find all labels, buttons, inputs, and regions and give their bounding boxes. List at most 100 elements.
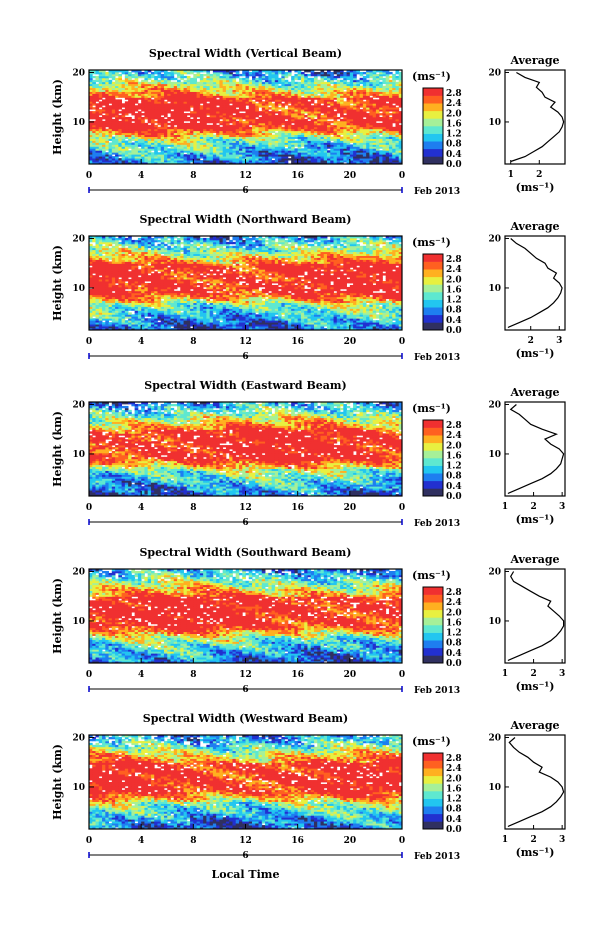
colorbar: 2.82.42.01.61.20.80.40.0 [422, 752, 462, 835]
x-tick-label: 12 [239, 337, 252, 347]
date-label: Feb 2013 [414, 852, 460, 862]
profile-y-tick-label: 20 [488, 234, 501, 244]
colorbar-tick-label: 2.0 [446, 109, 462, 119]
profile-title: Average [509, 553, 559, 566]
colorbar-swatch [423, 95, 443, 104]
colorbar-unit: (ms⁻¹) [412, 236, 451, 249]
colorbar-swatch [423, 640, 443, 649]
colorbar-swatch [423, 156, 443, 165]
colorbar-swatch [423, 299, 443, 308]
x-tick-label: 8 [190, 503, 196, 513]
colorbar-swatch [423, 269, 443, 278]
x-tick-label: 8 [190, 171, 196, 181]
colorbar-swatch [423, 768, 443, 777]
profile-y-tick-label: 10 [488, 783, 501, 793]
day-label: 6 [242, 352, 248, 362]
y-axis-label: Height (km) [51, 411, 64, 487]
colorbar-tick-label: 2.8 [446, 588, 462, 598]
colorbar-tick-label: 2.8 [446, 89, 462, 99]
colorbar-swatch [423, 118, 443, 127]
colorbar-unit: (ms⁻¹) [412, 569, 451, 582]
colorbar-tick-label: 1.2 [446, 296, 462, 306]
colorbar-swatch [423, 322, 443, 331]
x-tick-label: 0 [399, 836, 405, 846]
x-tick-label: 12 [239, 503, 252, 513]
y-tick-label: 20 [72, 68, 85, 78]
colorbar-swatch [423, 276, 443, 285]
colorbar-swatch [423, 821, 443, 830]
colorbar-tick-label: 2.8 [446, 255, 462, 265]
x-tick-label: 0 [86, 171, 92, 181]
panel-title: Spectral Width (Southward Beam) [139, 546, 351, 559]
y-tick-label: 10 [72, 118, 85, 128]
colorbar-swatch [423, 791, 443, 799]
x-tick-label: 0 [86, 836, 92, 846]
profile-frame [504, 69, 566, 165]
profile-frame [504, 401, 566, 497]
panel-5: Spectral Width (Westward Beam)2010Height… [51, 712, 566, 862]
panel-2: Spectral Width (Northward Beam)2010Heigh… [51, 213, 566, 363]
profile-title: Average [509, 54, 559, 67]
colorbar-swatch [423, 442, 443, 451]
profile-x-label: (ms⁻¹) [516, 347, 555, 360]
x-tick-label: 0 [399, 503, 405, 513]
x-tick-label: 0 [399, 670, 405, 680]
profile-x-tick-label: 2 [530, 835, 536, 845]
colorbar-swatch [423, 609, 443, 618]
colorbar-tick-label: 2.4 [446, 764, 462, 774]
y-tick-label: 20 [72, 567, 85, 577]
colorbar-tick-label: 1.2 [446, 629, 462, 639]
profile-y-tick-label: 10 [488, 118, 501, 128]
colorbar-tick-label: 0.4 [446, 649, 462, 659]
colorbar-swatch [423, 813, 443, 822]
colorbar-swatch [423, 292, 443, 300]
x-tick-label: 12 [239, 836, 252, 846]
x-tick-label: 0 [399, 171, 405, 181]
y-tick-label: 10 [72, 783, 85, 793]
profile-x-tick-label: 2 [530, 669, 536, 679]
profile-y-tick-label: 10 [488, 284, 501, 294]
profile-title: Average [509, 220, 559, 233]
profile-x-tick-label: 2 [528, 336, 534, 346]
y-tick-label: 10 [72, 284, 85, 294]
colorbar-swatch [423, 103, 443, 112]
panel-title: Spectral Width (Westward Beam) [143, 712, 348, 725]
colorbar-tick-label: 0.0 [446, 659, 462, 669]
colorbar-swatch [423, 307, 443, 316]
profile-y-tick-label: 10 [488, 450, 501, 460]
colorbar-swatch [423, 420, 443, 428]
colorbar-tick-label: 0.0 [446, 326, 462, 336]
x-tick-label: 12 [239, 670, 252, 680]
colorbar-swatch [423, 427, 443, 436]
colorbar-swatch [423, 760, 443, 769]
colorbar-tick-label: 1.6 [446, 285, 462, 295]
y-tick-label: 20 [72, 400, 85, 410]
x-tick-label: 16 [291, 670, 304, 680]
colorbar-tick-label: 2.0 [446, 441, 462, 451]
colorbar-tick-label: 2.8 [446, 421, 462, 431]
profile-line [507, 238, 563, 329]
heatmap-cells [89, 569, 403, 664]
colorbar-tick-label: 1.6 [446, 618, 462, 628]
colorbar-tick-label: 1.2 [446, 130, 462, 140]
colorbar-swatch [423, 775, 443, 784]
panel-title: Spectral Width (Northward Beam) [140, 213, 352, 226]
date-label: Feb 2013 [414, 686, 460, 696]
x-tick-label: 20 [344, 836, 357, 846]
profile-frame [504, 235, 566, 331]
heatmap-cells [89, 236, 403, 331]
heatmap-cells [89, 70, 403, 165]
day-label: 6 [242, 851, 248, 861]
colorbar-tick-label: 0.4 [446, 815, 462, 825]
panel-3: Spectral Width (Eastward Beam)2010Height… [51, 379, 566, 529]
x-tick-label: 0 [86, 670, 92, 680]
profile-frame [504, 734, 566, 830]
date-label: Feb 2013 [414, 353, 460, 363]
colorbar-tick-label: 2.8 [446, 754, 462, 764]
x-tick-label: 20 [344, 171, 357, 181]
profile-x-tick-label: 1 [502, 835, 508, 845]
colorbar-tick-label: 0.8 [446, 140, 462, 150]
day-label: 6 [242, 685, 248, 695]
y-tick-label: 20 [72, 234, 85, 244]
